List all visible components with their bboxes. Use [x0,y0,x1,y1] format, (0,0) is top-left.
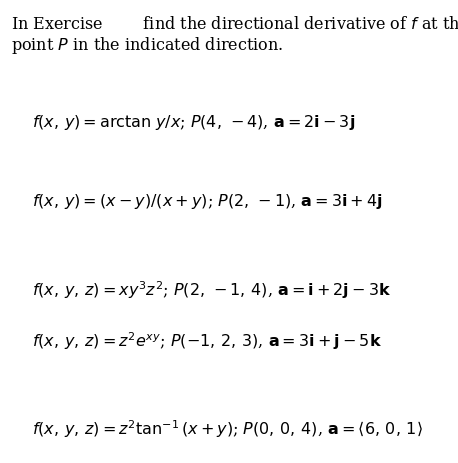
Text: $\mathit{f}(\mathit{x},\, \mathit{y}) = (\mathit{x} - \mathit{y})/(\mathit{x} + : $\mathit{f}(\mathit{x},\, \mathit{y}) = … [32,192,383,211]
Text: In Exercise        find the directional derivative of $\mathit{f}$ at the: In Exercise find the directional derivat… [11,16,458,33]
Text: $\mathit{f}(\mathit{x},\, \mathit{y},\, \mathit{z}) = \mathit{z}^2 \tan^{-1}(\ma: $\mathit{f}(\mathit{x},\, \mathit{y},\, … [32,418,423,439]
Text: point $\mathit{P}$ in the indicated direction.: point $\mathit{P}$ in the indicated dire… [11,35,284,56]
Text: $\mathit{f}(\mathit{x},\, \mathit{y}) = \mathrm{arctan}\; \mathit{y}/\mathit{x}$: $\mathit{f}(\mathit{x},\, \mathit{y}) = … [32,113,355,132]
Text: $\mathit{f}(\mathit{x},\, \mathit{y},\, \mathit{z}) = \mathit{z}^2\mathit{e}^{\m: $\mathit{f}(\mathit{x},\, \mathit{y},\, … [32,330,382,351]
Text: $\mathit{f}(\mathit{x},\, \mathit{y},\, \mathit{z}) = \mathit{x}\mathit{y}^3\mat: $\mathit{f}(\mathit{x},\, \mathit{y},\, … [32,279,391,300]
